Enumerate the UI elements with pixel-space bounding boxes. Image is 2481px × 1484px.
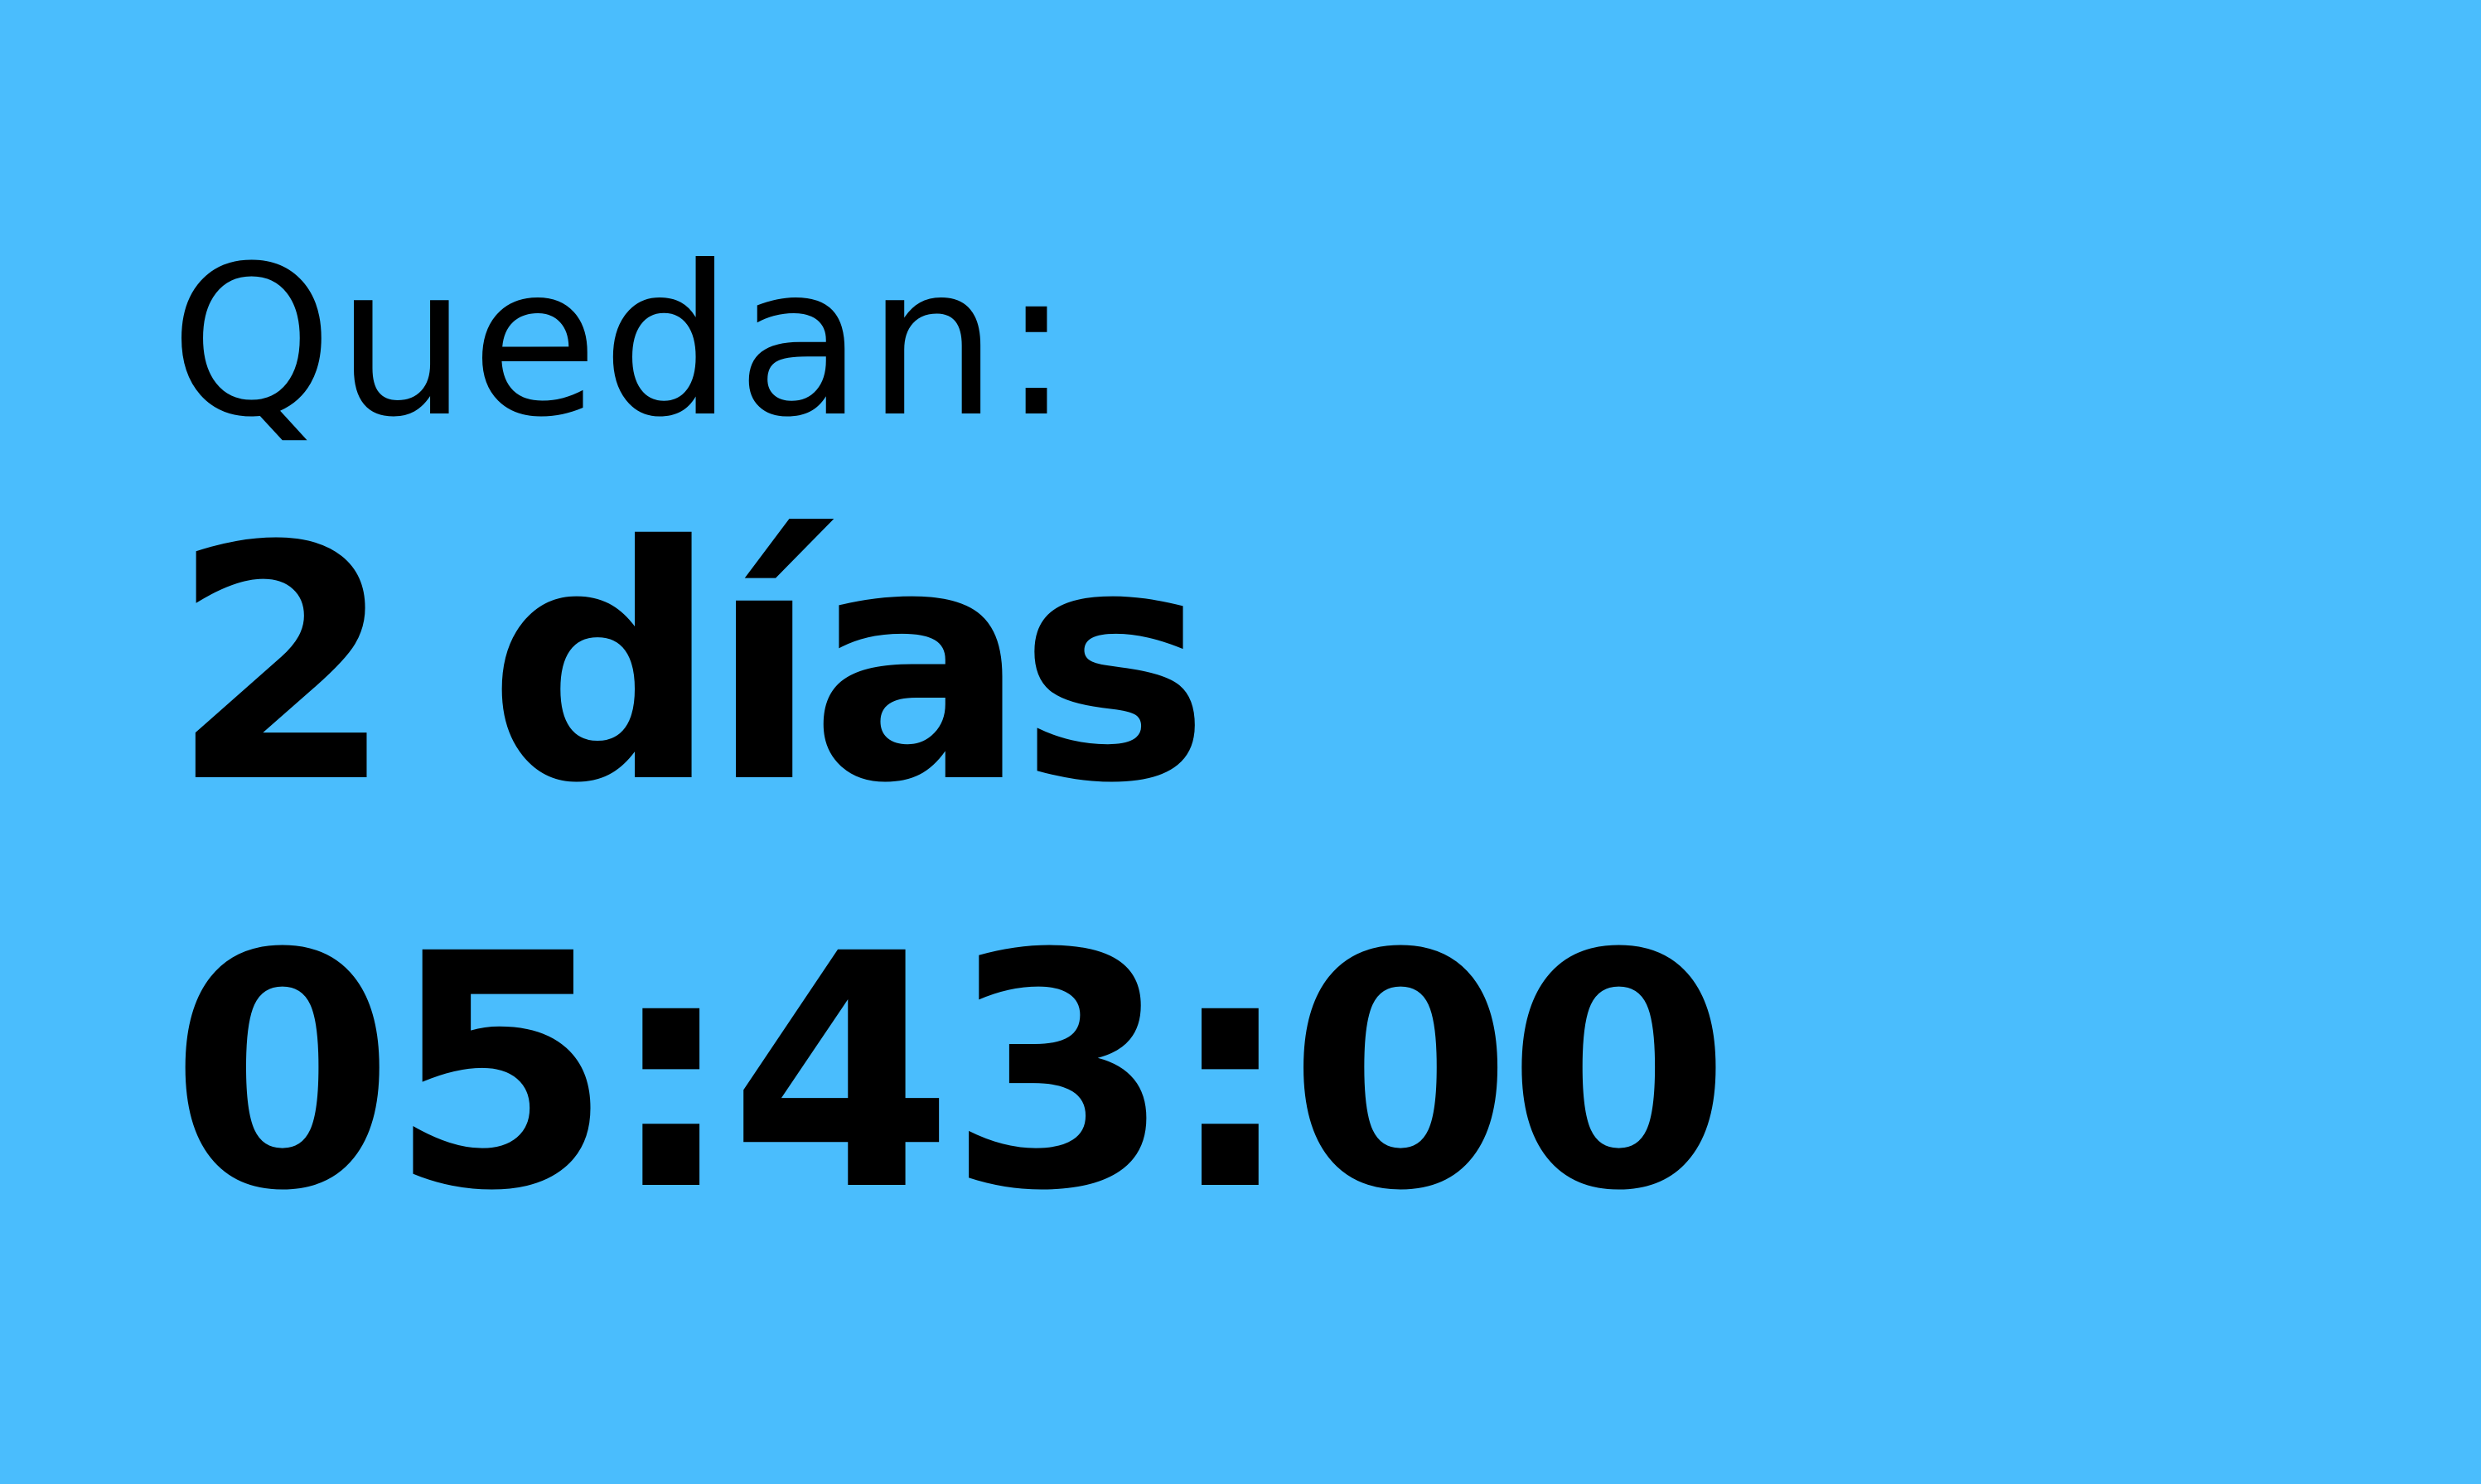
time-remaining: 05:43:00	[170, 885, 1731, 1261]
days-remaining: 2 días	[170, 477, 1210, 853]
countdown-label: Quedan:	[170, 221, 1075, 462]
